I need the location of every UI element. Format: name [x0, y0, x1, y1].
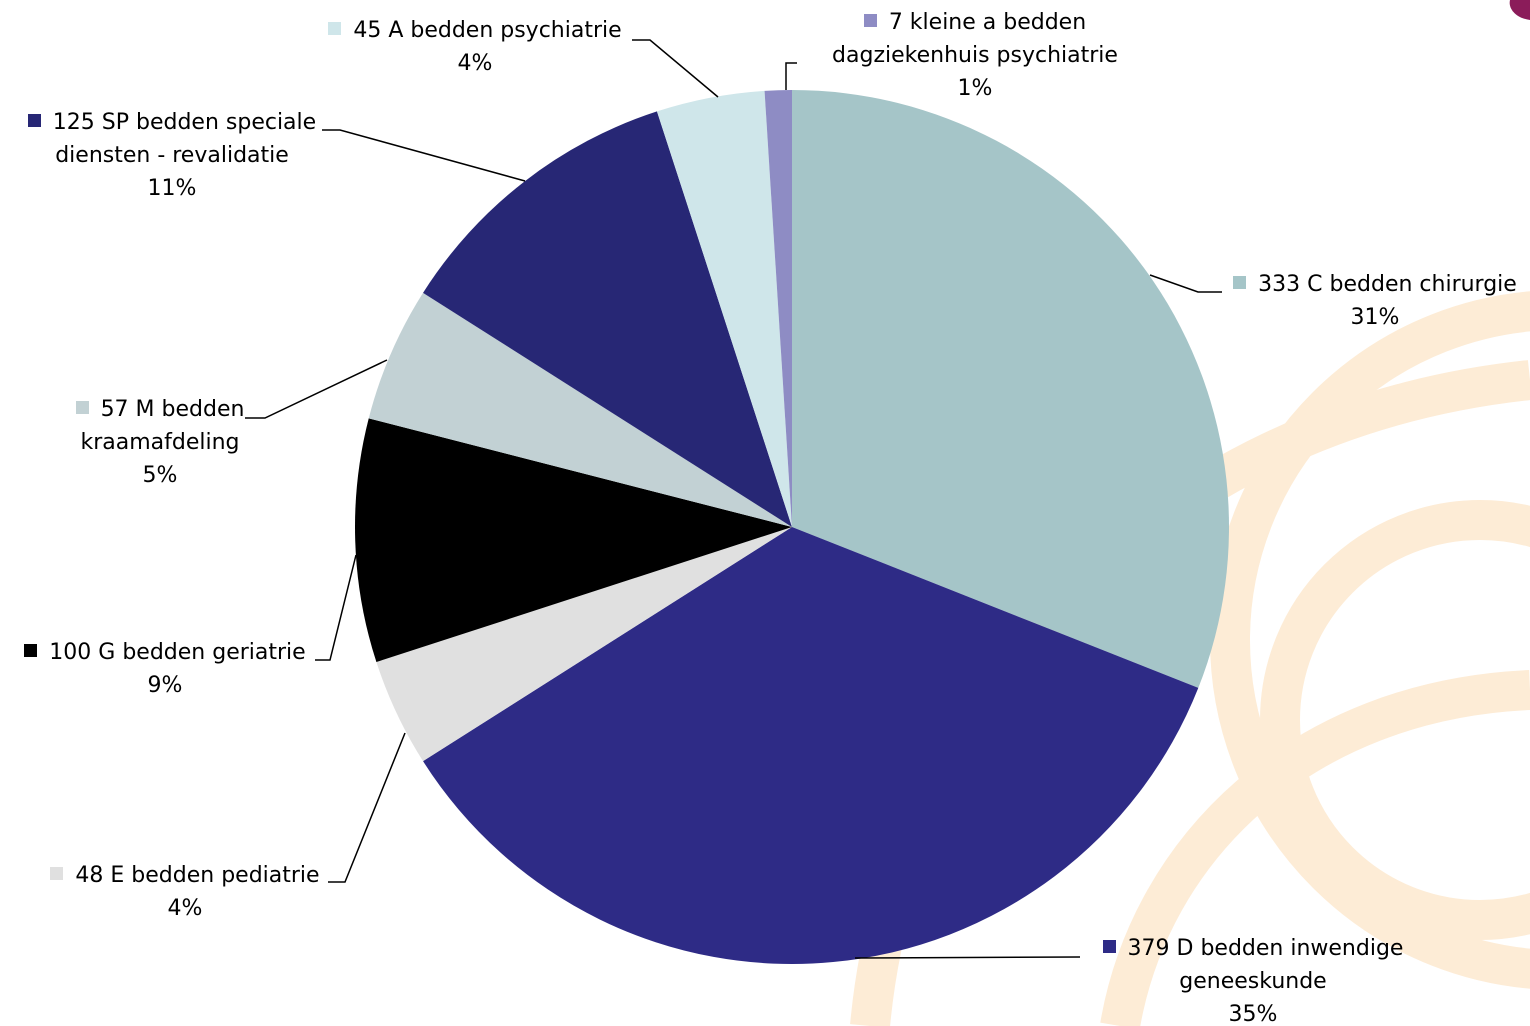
data-label: 333 C bedden chirurgie 31%: [1210, 268, 1530, 334]
category-label: 379 D bedden inwendige geneeskunde: [1127, 936, 1404, 994]
value-label: 4%: [457, 51, 493, 76]
value-label: 4%: [167, 896, 203, 921]
category-label: 7 kleine a bedden dagziekenhuis psychiat…: [832, 10, 1118, 68]
pie-slice: [764, 90, 792, 527]
data-label: 57 M bedden kraamafdeling 5%: [55, 393, 265, 492]
data-label: 45 A bedden psychiatrie 4%: [295, 14, 655, 80]
data-label: 7 kleine a bedden dagziekenhuis psychiat…: [810, 6, 1140, 105]
category-label: 125 SP bedden speciale diensten - revali…: [52, 110, 317, 168]
value-label: 31%: [1350, 305, 1400, 330]
data-label: 100 G bedden geriatrie 9%: [5, 636, 325, 702]
category-label: 57 M bedden kraamafdeling: [80, 397, 245, 455]
leader-line: [1149, 274, 1222, 293]
legend-swatch: [27, 114, 41, 127]
data-label: 125 SP bedden speciale diensten - revali…: [7, 106, 337, 205]
pie-slice: [423, 527, 1199, 964]
category-label: 45 A bedden psychiatrie: [353, 18, 622, 43]
value-label: 9%: [147, 673, 183, 698]
data-label: 379 D bedden inwendige geneeskunde 35%: [1088, 932, 1418, 1026]
legend-swatch: [1102, 940, 1116, 953]
data-label: 48 E bedden pediatrie 4%: [25, 859, 345, 925]
category-label: 48 E bedden pediatrie: [75, 863, 320, 888]
value-label: 1%: [957, 76, 993, 101]
legend-swatch: [24, 644, 38, 657]
logo-fragment: [1509, 0, 1530, 20]
category-label: 100 G bedden geriatrie: [49, 640, 306, 665]
legend-swatch: [1233, 276, 1247, 289]
legend-swatch: [863, 14, 877, 27]
leader-line: [315, 554, 357, 661]
legend-swatch: [328, 22, 342, 35]
leader-line: [785, 62, 797, 90]
pie-slice: [423, 111, 792, 527]
legend-swatch: [50, 867, 64, 880]
pie-slice: [376, 527, 792, 762]
leader-line: [632, 39, 719, 98]
leader-line: [322, 129, 526, 182]
leader-line: [328, 732, 406, 883]
pie-slice: [656, 90, 792, 528]
pie-slice: [792, 90, 1229, 688]
value-label: 35%: [1228, 1002, 1278, 1026]
category-label: 333 C bedden chirurgie: [1258, 272, 1517, 297]
pie-slice: [354, 418, 792, 663]
value-label: 11%: [147, 176, 197, 201]
legend-swatch: [75, 401, 89, 414]
value-label: 5%: [142, 463, 178, 488]
pie-slice: [368, 292, 792, 527]
leader-line: [245, 359, 388, 419]
leader-line: [854, 956, 1081, 959]
